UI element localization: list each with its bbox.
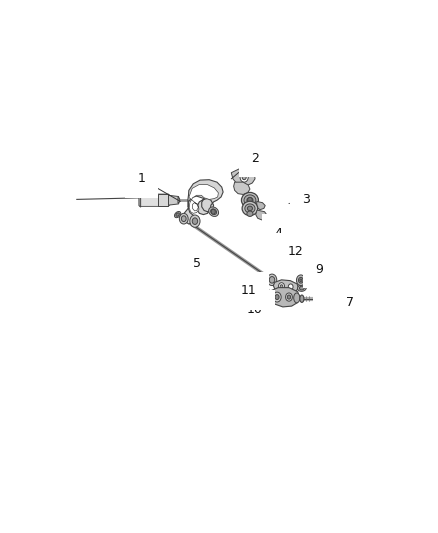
Polygon shape	[189, 184, 219, 213]
Ellipse shape	[148, 196, 152, 205]
Polygon shape	[158, 195, 169, 206]
Ellipse shape	[247, 206, 252, 211]
Text: 7: 7	[336, 296, 354, 309]
Ellipse shape	[241, 192, 258, 208]
Polygon shape	[233, 182, 250, 195]
Polygon shape	[273, 280, 298, 294]
Polygon shape	[169, 195, 179, 205]
Circle shape	[240, 172, 248, 182]
Text: 8: 8	[318, 272, 334, 285]
Ellipse shape	[300, 286, 304, 290]
Ellipse shape	[144, 197, 148, 204]
Text: 9: 9	[312, 263, 323, 276]
Text: 1: 1	[138, 172, 180, 201]
Circle shape	[267, 274, 277, 286]
Ellipse shape	[242, 201, 258, 216]
Ellipse shape	[300, 295, 304, 302]
Ellipse shape	[245, 204, 255, 213]
Circle shape	[288, 284, 293, 290]
Text: 5: 5	[193, 255, 211, 270]
Text: 11: 11	[240, 284, 258, 297]
Ellipse shape	[176, 213, 179, 216]
Ellipse shape	[160, 197, 165, 204]
Circle shape	[211, 209, 215, 214]
Circle shape	[269, 277, 275, 283]
Ellipse shape	[244, 195, 256, 206]
Text: 10: 10	[247, 303, 270, 316]
Text: 3: 3	[289, 193, 310, 206]
Polygon shape	[257, 201, 265, 209]
Polygon shape	[140, 194, 170, 206]
Circle shape	[286, 293, 293, 301]
Polygon shape	[256, 210, 267, 220]
Circle shape	[300, 279, 302, 281]
Circle shape	[275, 295, 279, 300]
Polygon shape	[178, 197, 180, 203]
Circle shape	[181, 216, 186, 222]
Ellipse shape	[208, 207, 219, 216]
Ellipse shape	[156, 196, 160, 205]
Ellipse shape	[174, 212, 181, 217]
Ellipse shape	[281, 252, 303, 260]
Polygon shape	[139, 193, 141, 207]
Circle shape	[279, 282, 285, 290]
Circle shape	[298, 277, 303, 283]
Circle shape	[192, 218, 198, 224]
Polygon shape	[231, 168, 255, 185]
Circle shape	[242, 175, 246, 180]
Text: 4: 4	[268, 227, 283, 239]
Ellipse shape	[297, 285, 306, 292]
Ellipse shape	[165, 196, 169, 205]
Circle shape	[190, 215, 200, 227]
Polygon shape	[268, 288, 299, 307]
Ellipse shape	[294, 293, 300, 303]
Ellipse shape	[211, 209, 216, 214]
Text: 2: 2	[231, 152, 259, 179]
Circle shape	[273, 292, 281, 302]
Ellipse shape	[247, 211, 253, 216]
Ellipse shape	[139, 196, 143, 205]
Circle shape	[179, 213, 188, 224]
Circle shape	[287, 295, 291, 299]
Text: 6: 6	[316, 283, 334, 296]
Ellipse shape	[247, 198, 253, 203]
Circle shape	[247, 197, 252, 203]
Polygon shape	[184, 180, 223, 224]
Circle shape	[280, 285, 283, 288]
Ellipse shape	[152, 197, 156, 204]
Text: 12: 12	[288, 245, 304, 258]
Ellipse shape	[262, 283, 267, 290]
Circle shape	[297, 275, 305, 286]
